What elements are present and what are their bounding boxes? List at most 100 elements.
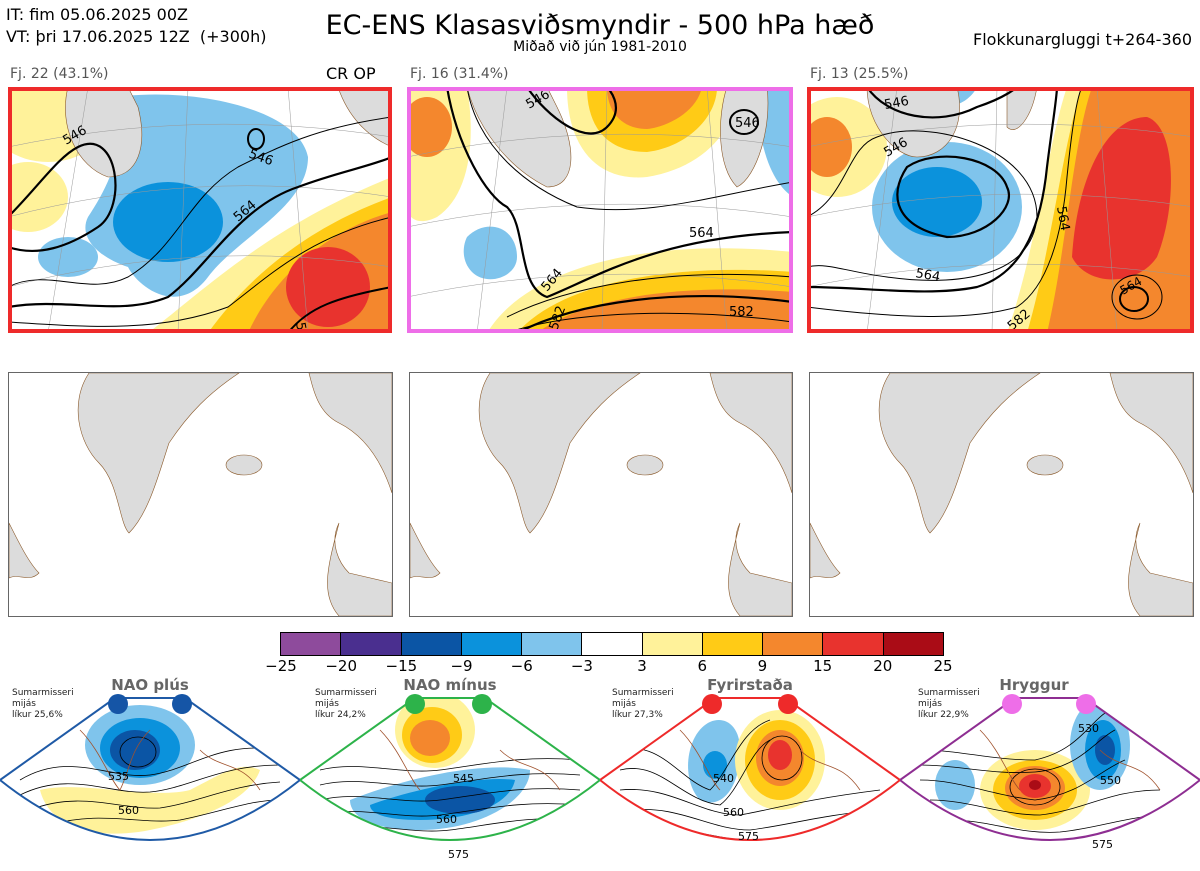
colorbar-tick-label: 6 xyxy=(697,657,708,675)
british-isles-landmass xyxy=(327,522,392,616)
colorbar-segment xyxy=(521,633,582,655)
regime-marker xyxy=(472,694,492,714)
colorbar-tick-label: −25 xyxy=(265,657,297,675)
colorbar-tick-label: −9 xyxy=(450,657,473,675)
regime-marker xyxy=(1076,694,1096,714)
positive-anomaly xyxy=(8,162,68,232)
regime-title: Fyrirstaða xyxy=(707,676,793,694)
regime-map-ridge: 530 550 575 xyxy=(900,694,1200,851)
colorbar-tick-label: −3 xyxy=(570,657,593,675)
iceland-landmass xyxy=(626,454,664,476)
regime-info: Sumarmisseri mijás líkur 27,3% xyxy=(612,688,674,720)
canada-landmass xyxy=(9,522,40,579)
anomaly-colorbar xyxy=(280,632,944,656)
colorbar-tick-label: 15 xyxy=(813,657,833,675)
colorbar-segment xyxy=(701,633,763,655)
colorbar-segment xyxy=(822,633,883,655)
regime-info: Sumarmisseri mijás líkur 25,6% xyxy=(12,688,74,720)
british-isles-landmass xyxy=(1128,522,1193,616)
scandinavia-landmass xyxy=(308,373,392,494)
regime-info: Sumarmisseri mijás líkur 24,2% xyxy=(315,688,377,720)
cluster-1-tag: CR OP xyxy=(326,64,376,83)
cluster-3-map: 546 546 564 564 564 582 xyxy=(807,87,1194,333)
positive-anomaly xyxy=(607,87,702,129)
regime-marker xyxy=(108,694,128,714)
contour-label: 546 xyxy=(883,94,910,113)
run-info: IT: fim 05.06.2025 00Z VT: þri 17.06.202… xyxy=(6,4,266,48)
regime-title: Hryggur xyxy=(999,676,1069,694)
contour-label: 582 xyxy=(729,305,754,320)
regime-marker xyxy=(1002,694,1022,714)
cluster-2-label: Fj. 16 (31.4%) xyxy=(410,66,509,82)
cluster-2-map: 546 546 564 564 582 582 xyxy=(407,87,793,333)
regime-map-nao-minus: 545 560 575 xyxy=(300,694,600,861)
positive-anomaly xyxy=(807,117,852,177)
colorbar-tick-label: 25 xyxy=(933,657,953,675)
contour-label: 575 xyxy=(738,830,759,843)
height-contours xyxy=(807,87,1163,320)
strong-negative-anomaly xyxy=(113,182,223,262)
colorbar-tick-label: −20 xyxy=(325,657,357,675)
contour-label: 564 xyxy=(1053,205,1072,232)
graticule xyxy=(8,87,392,333)
blank-map-1 xyxy=(8,372,393,617)
cluster-3-label: Fj. 13 (25.5%) xyxy=(810,66,909,82)
iceland-landmass xyxy=(1026,454,1064,476)
regime-info: Sumarmisseri mijás líkur 22,9% xyxy=(918,688,980,720)
colorbar-segment xyxy=(281,633,341,655)
colorbar-segment xyxy=(581,633,642,655)
greenland-landmass xyxy=(478,373,641,534)
colorbar-segment xyxy=(460,633,522,655)
height-contours xyxy=(445,87,793,333)
contour-label: 546 xyxy=(735,116,760,131)
scandinavia-landmass xyxy=(1109,373,1193,494)
canada-landmass xyxy=(810,522,841,579)
colorbar-tick-label: 3 xyxy=(637,657,647,675)
regime-marker xyxy=(702,694,722,714)
cluster-3-frame xyxy=(807,87,1194,333)
contour-label: 575 xyxy=(1092,838,1113,851)
cluster-1-frame xyxy=(8,87,392,333)
blank-map-2 xyxy=(409,372,793,617)
regime-marker xyxy=(405,694,425,714)
regime-title: NAO plús xyxy=(111,676,189,694)
regime-marker xyxy=(172,694,192,714)
contour-label: 545 xyxy=(453,772,474,785)
valid-time: VT: þri 17.06.2025 12Z (+300h) xyxy=(6,27,267,46)
regime-marker xyxy=(778,694,798,714)
height-contours xyxy=(8,116,392,333)
blank-map-3 xyxy=(809,372,1194,617)
contour-label: 560 xyxy=(723,806,744,819)
colorbar-segment xyxy=(340,633,401,655)
regime-map-blocking: 540 560 575 xyxy=(600,694,900,843)
colorbar-tick-label: −15 xyxy=(385,657,418,675)
classification-window: Flokkunargluggi t+264-360 xyxy=(973,30,1192,49)
cluster-1-label: Fj. 22 (43.1%) xyxy=(10,66,109,82)
contour-label: 58 xyxy=(292,321,310,333)
colorbar-tick-label: 9 xyxy=(757,657,768,675)
contour-label: 535 xyxy=(108,770,129,783)
iceland-landmass xyxy=(225,454,263,476)
contour-label: 560 xyxy=(118,804,139,817)
contour-label: 575 xyxy=(448,848,469,861)
scandinavia-landmass xyxy=(709,373,792,494)
positive-anomaly xyxy=(407,97,452,157)
page-title: EC-ENS Klasasviðsmyndir - 500 hPa hæð xyxy=(325,10,875,41)
greenland-landmass xyxy=(878,373,1041,534)
canada-landmass xyxy=(410,522,441,579)
colorbar-segment xyxy=(882,633,943,655)
greenland-landmass xyxy=(866,87,960,158)
regime-map-nao-plus: 535 560 xyxy=(0,694,300,841)
cluster-1-map: 546 546 564 58 xyxy=(8,87,392,333)
greenland-landmass xyxy=(77,373,240,534)
contour-label: 560 xyxy=(436,813,457,826)
contour-label: 540 xyxy=(713,772,734,785)
colorbar-tick-label: −6 xyxy=(510,657,533,675)
british-isles-landmass xyxy=(728,522,792,616)
init-time: IT: fim 05.06.2025 00Z xyxy=(6,5,188,24)
colorbar-segment xyxy=(400,633,461,655)
contour-label: 564 xyxy=(914,266,941,285)
positive-anomaly xyxy=(537,289,793,333)
graticule xyxy=(807,87,1194,333)
regime-title: NAO mínus xyxy=(403,676,497,694)
